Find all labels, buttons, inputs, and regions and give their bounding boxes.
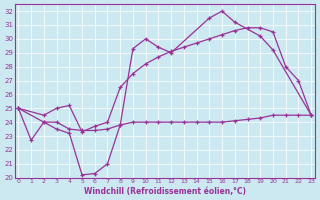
X-axis label: Windchill (Refroidissement éolien,°C): Windchill (Refroidissement éolien,°C) [84, 187, 246, 196]
